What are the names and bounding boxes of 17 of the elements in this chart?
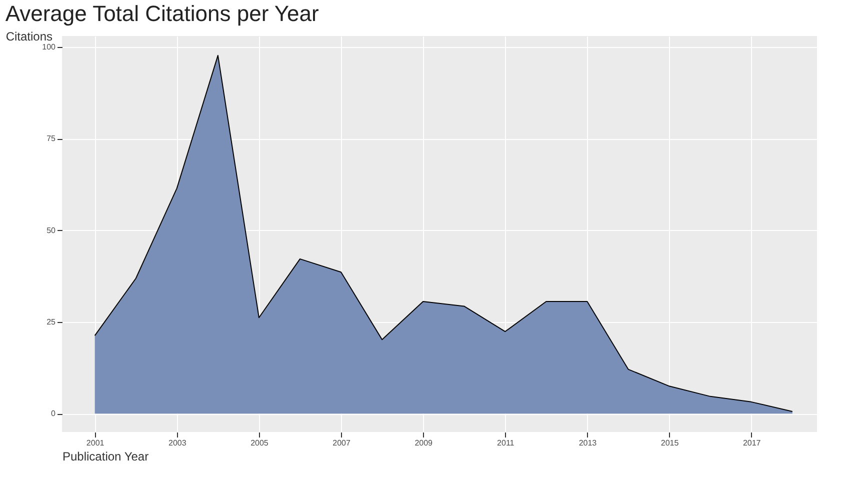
- x-tick-label: 2005: [250, 438, 269, 448]
- y-tick-label: 50: [46, 226, 56, 235]
- x-tick-label: 2001: [86, 438, 105, 448]
- x-tick-label: 2011: [497, 438, 515, 448]
- y-tick-label: 100: [42, 42, 56, 52]
- x-tick-label: 2007: [332, 438, 351, 448]
- y-tick-label: 0: [51, 409, 56, 418]
- chart-title: Average Total Citations per Year: [5, 1, 319, 26]
- x-tick-label: 2015: [660, 438, 680, 448]
- x-tick-label: 2003: [168, 438, 187, 448]
- x-tick-label: 2017: [742, 438, 762, 448]
- x-tick-label: 2013: [578, 438, 598, 448]
- y-tick-label: 25: [46, 318, 56, 326]
- y-tick-label: 75: [46, 134, 56, 144]
- x-tick-label: 2009: [414, 438, 434, 448]
- x-axis-title: Publication Year: [62, 450, 149, 464]
- y-axis-title: Citations: [6, 30, 52, 44]
